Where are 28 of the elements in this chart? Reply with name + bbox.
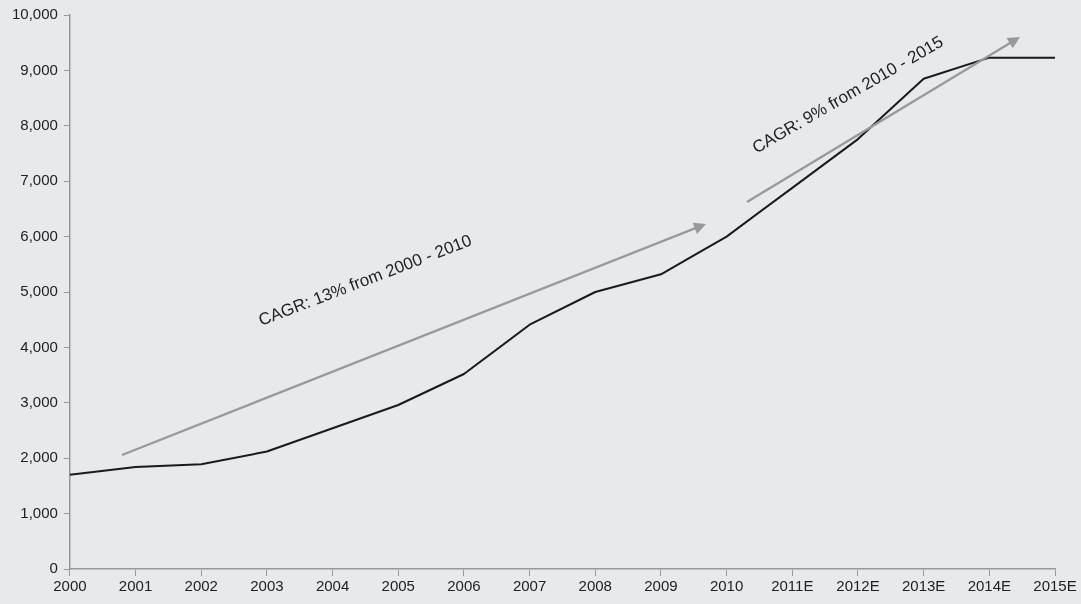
x-tick-label: 2007 xyxy=(512,577,547,595)
x-tick-label: 2005 xyxy=(381,577,415,595)
y-tick-label: 4,000 xyxy=(20,337,58,355)
annotation: CAGR: 13% from 2000 - 2010 xyxy=(255,230,475,330)
x-tick-label: 2009 xyxy=(644,577,678,595)
y-tick-label: 10,000 xyxy=(11,5,58,23)
y-tick-label: 3,000 xyxy=(20,392,58,410)
y-tick-label: 6,000 xyxy=(20,226,58,244)
x-tick-label: 2015E xyxy=(1033,577,1077,595)
y-tick-label: 7,000 xyxy=(20,171,58,189)
x-tick-label: 2014E xyxy=(967,577,1012,595)
y-tick-label: 8,000 xyxy=(20,115,58,133)
x-tick-label: 2001 xyxy=(118,577,153,595)
x-tick-label: 2008 xyxy=(578,577,612,595)
y-tick-label: 9,000 xyxy=(20,60,58,78)
x-tick-label: 2002 xyxy=(184,577,218,595)
y-tick-label: 5,000 xyxy=(20,282,58,300)
x-tick-label: 2011E xyxy=(771,577,814,595)
x-tick-label: 2000 xyxy=(53,577,87,595)
x-tick-label: 2004 xyxy=(315,577,350,595)
y-tick-label: 2,000 xyxy=(20,448,58,466)
y-tick-label: 0 xyxy=(49,559,58,577)
x-tick-label: 2003 xyxy=(250,577,284,595)
x-tick-label: 2012E xyxy=(836,577,880,595)
x-tick-label: 2013E xyxy=(901,577,946,595)
y-tick-label: 1,000 xyxy=(20,503,58,521)
x-tick-label: 2010 xyxy=(709,577,744,595)
x-tick-label: 2006 xyxy=(447,577,481,595)
